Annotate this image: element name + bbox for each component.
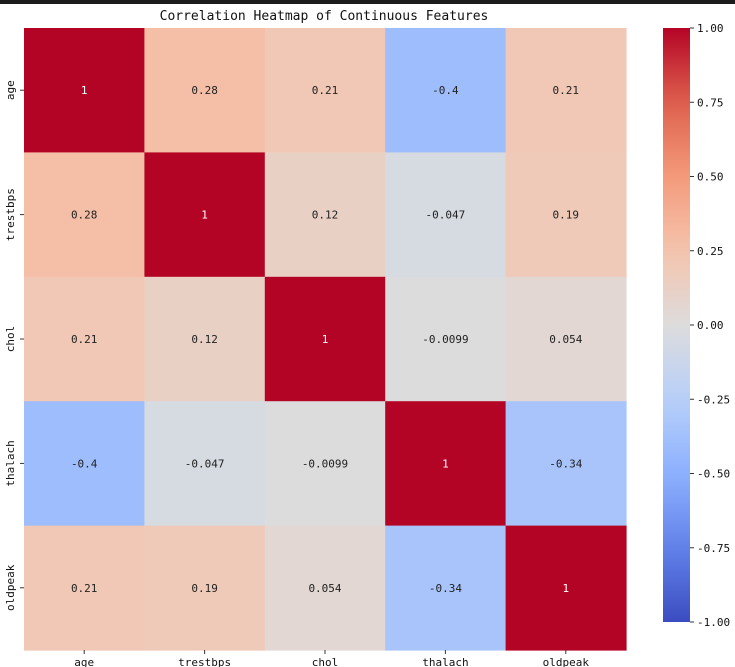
cell-value-label: -0.047 — [426, 209, 466, 222]
heatmap-cell — [385, 152, 507, 278]
colorbar-tick-label: 0.25 — [697, 245, 724, 258]
heatmap-cell — [264, 28, 386, 153]
heatmap-cell — [385, 525, 507, 651]
colorbar-tick-label: -1.00 — [697, 616, 730, 629]
y-axis: age trestbps chol thalach oldpeak — [4, 80, 24, 611]
colorbar-tick-label: -0.50 — [697, 468, 730, 481]
heatmap-cell — [24, 28, 145, 153]
cell-value-label: 1 — [322, 333, 329, 346]
heatmap-cells — [24, 28, 627, 651]
cell-value-label: -0.4 — [432, 84, 459, 97]
y-tick-label: thalach — [4, 440, 17, 486]
cell-value-label: -0.4 — [71, 457, 98, 470]
cell-value-label: 0.21 — [312, 84, 339, 97]
y-tick-label: oldpeak — [4, 564, 17, 611]
colorbar-tick-label: 0.00 — [697, 319, 724, 332]
y-tick-label: chol — [4, 326, 17, 353]
cell-value-label: -0.047 — [185, 457, 225, 470]
cell-value-label: -0.0099 — [422, 333, 468, 346]
cell-value-label: 1 — [201, 209, 208, 222]
cell-value-label: 0.19 — [191, 582, 218, 595]
cell-value-label: 1 — [81, 84, 88, 97]
heatmap-cell — [24, 152, 145, 278]
heatmap-cell — [24, 401, 145, 527]
x-tick-label: trestbps — [178, 656, 231, 667]
heatmap-cell — [264, 276, 386, 402]
cell-value-label: 1 — [442, 457, 449, 470]
cell-value-label: 0.28 — [191, 84, 218, 97]
colorbar-gradient — [663, 28, 690, 622]
colorbar-tick-label: -0.25 — [697, 393, 730, 406]
x-tick-label: thalach — [422, 656, 468, 667]
heatmap-cell — [144, 401, 266, 527]
cell-value-label: -0.34 — [549, 457, 582, 470]
x-tick-label: chol — [312, 656, 339, 667]
colorbar-tick-label: 0.75 — [697, 96, 724, 109]
x-tick-label: oldpeak — [543, 656, 590, 667]
x-tick-label: age — [74, 656, 94, 667]
cell-value-label: 0.19 — [553, 209, 580, 222]
cell-value-label: 1 — [562, 582, 569, 595]
cell-value-label: 0.12 — [191, 333, 218, 346]
cell-value-label: -0.34 — [429, 582, 462, 595]
cell-value-label: 0.21 — [553, 84, 580, 97]
heatmap-cell — [144, 28, 266, 153]
heatmap-cell — [385, 276, 507, 402]
heatmap-cell — [385, 401, 507, 527]
heatmap-cell — [24, 276, 145, 402]
cell-value-label: 0.28 — [71, 209, 98, 222]
heatmap-cell — [264, 152, 386, 278]
heatmap-annotations: 1 0.28 0.21 -0.4 0.21 0.28 1 0.12 -0.047 0.19 0.21… — [71, 84, 583, 595]
cell-value-label: 0.12 — [312, 209, 339, 222]
heatmap-cell — [264, 401, 386, 527]
cell-value-label: -0.0099 — [302, 457, 348, 470]
heatmap-cell — [264, 525, 386, 651]
y-tick-label: age — [4, 80, 17, 100]
colorbar-tick-label: 0.50 — [697, 171, 724, 184]
y-tick-label: trestbps — [4, 188, 17, 241]
chart-title: Correlation Heatmap of Continuous Featur… — [160, 9, 489, 24]
heatmap-cell — [144, 525, 266, 651]
heatmap-cell — [505, 401, 627, 527]
cell-value-label: 0.21 — [71, 333, 98, 346]
heatmap-cell — [144, 152, 266, 278]
colorbar-tick-label: -0.75 — [697, 542, 730, 555]
heatmap-cell — [385, 28, 507, 153]
cell-value-label: 0.054 — [308, 582, 341, 595]
window-top-bar — [0, 0, 735, 4]
colorbar-tick-label: 1.00 — [697, 22, 724, 35]
heatmap-cell — [505, 152, 627, 278]
heatmap-cell — [505, 28, 627, 153]
heatmap-cell — [505, 525, 627, 651]
heatmap-cell — [505, 276, 627, 402]
heatmap-cell — [144, 276, 266, 402]
cell-value-label: 0.054 — [549, 333, 582, 346]
x-axis: age trestbps chol thalach oldpeak — [74, 650, 589, 667]
heatmap-cell — [24, 525, 145, 651]
colorbar: 1.00 0.75 0.50 0.25 0.00 -0.25 -0.50 -0.75 -1.00 — [663, 22, 730, 629]
cell-value-label: 0.21 — [71, 582, 98, 595]
